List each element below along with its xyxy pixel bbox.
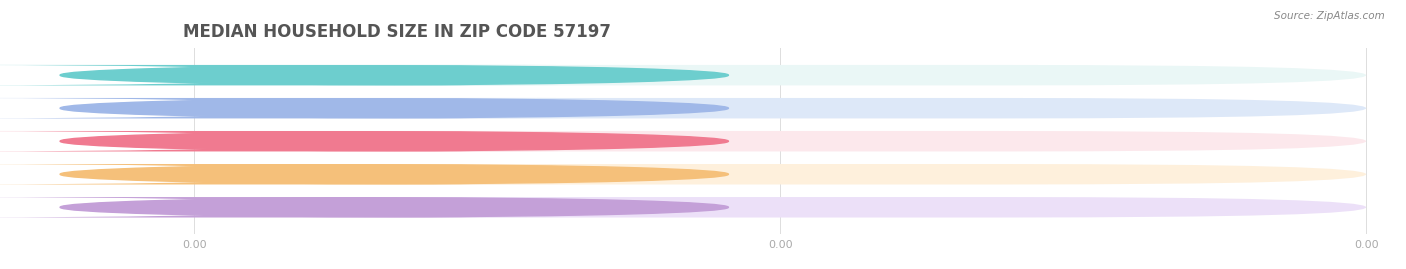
Circle shape bbox=[60, 99, 728, 118]
Circle shape bbox=[60, 198, 728, 217]
Text: Single Female/Mother: Single Female/Mother bbox=[224, 136, 346, 146]
FancyBboxPatch shape bbox=[0, 65, 558, 86]
Text: 0.00: 0.00 bbox=[263, 70, 288, 80]
FancyBboxPatch shape bbox=[194, 164, 1367, 185]
Text: Married-Couple: Married-Couple bbox=[224, 70, 309, 80]
FancyBboxPatch shape bbox=[194, 65, 1367, 86]
Text: Non-family: Non-family bbox=[224, 169, 284, 179]
FancyBboxPatch shape bbox=[0, 131, 558, 151]
Text: 0.00: 0.00 bbox=[263, 169, 288, 179]
Text: MEDIAN HOUSEHOLD SIZE IN ZIP CODE 57197: MEDIAN HOUSEHOLD SIZE IN ZIP CODE 57197 bbox=[183, 23, 610, 41]
FancyBboxPatch shape bbox=[0, 164, 558, 185]
Circle shape bbox=[60, 165, 728, 184]
Circle shape bbox=[60, 132, 728, 151]
Text: Total Households: Total Households bbox=[224, 202, 318, 212]
Text: 0.00: 0.00 bbox=[263, 136, 288, 146]
Circle shape bbox=[60, 66, 728, 84]
FancyBboxPatch shape bbox=[0, 197, 558, 218]
FancyBboxPatch shape bbox=[0, 98, 558, 118]
Text: 0.00: 0.00 bbox=[263, 202, 288, 212]
FancyBboxPatch shape bbox=[194, 197, 1367, 218]
Text: Source: ZipAtlas.com: Source: ZipAtlas.com bbox=[1274, 11, 1385, 21]
FancyBboxPatch shape bbox=[194, 98, 1367, 118]
Text: Single Male/Father: Single Male/Father bbox=[224, 103, 328, 113]
FancyBboxPatch shape bbox=[194, 131, 1367, 151]
Text: 0.00: 0.00 bbox=[263, 103, 288, 113]
